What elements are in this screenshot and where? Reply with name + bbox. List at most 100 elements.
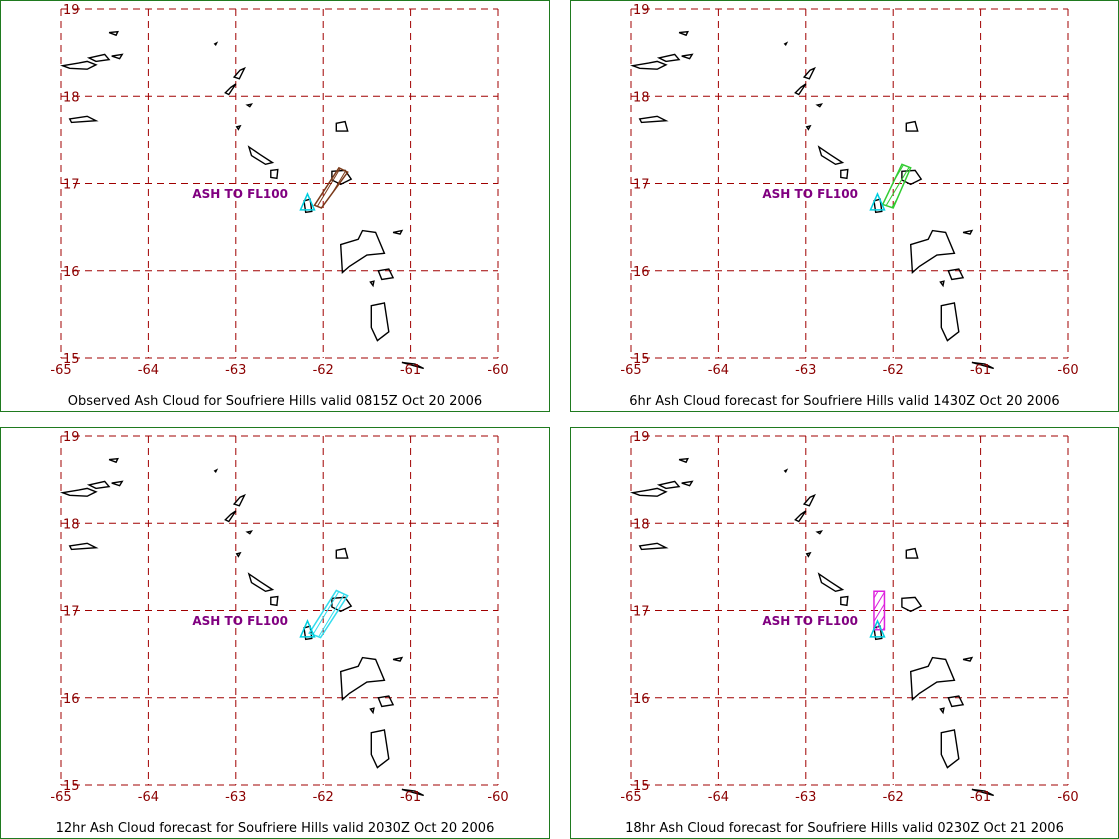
island-outline	[783, 468, 789, 473]
lat-tick-label: 16	[63, 692, 80, 707]
island-outline	[401, 788, 425, 797]
graticule	[630, 435, 1069, 786]
island-outline	[370, 302, 390, 342]
island-outline	[370, 729, 390, 769]
island-outline	[68, 115, 99, 124]
lon-tick-label: -65	[50, 363, 71, 378]
island-outline	[377, 695, 395, 708]
island-outline	[303, 198, 313, 214]
lon-tick-label: -64	[708, 790, 729, 805]
lon-tick-label: -61	[400, 363, 421, 378]
lat-tick-label: 15	[63, 779, 80, 794]
island-outline	[224, 510, 237, 523]
island-outline	[638, 542, 669, 551]
island-outline	[111, 53, 124, 60]
island-outline	[638, 115, 669, 124]
island-outline	[247, 572, 275, 593]
island-outline	[939, 707, 945, 715]
island-outline	[815, 103, 824, 108]
lat-tick-label: 19	[633, 430, 650, 445]
map-panel-1: 19 18 17 16 15 -65 -64 -63 -62 -61 -60 ASH TO FL100…	[0, 0, 550, 412]
island-outline	[377, 268, 395, 281]
island-outline	[213, 41, 219, 46]
island-outline	[905, 547, 919, 559]
island-outline	[656, 53, 681, 63]
island-outline	[59, 60, 98, 70]
island-outline	[681, 480, 694, 487]
island-outline	[794, 510, 807, 523]
lat-tick-label: 18	[63, 90, 80, 105]
lon-tick-label: -62	[313, 363, 334, 378]
island-outline	[962, 656, 974, 662]
lat-tick-label: 15	[633, 352, 650, 367]
lon-tick-label: -63	[225, 790, 246, 805]
ash-level-label: ASH TO FL100	[762, 614, 858, 628]
map-4: 19 18 17 16 15-65 -64 -63 -62 -61 -60 ASH TO FL100	[620, 430, 1078, 805]
island-outline	[940, 729, 960, 769]
ash-level-label: ASH TO FL100	[192, 187, 288, 201]
lat-tick-label: 18	[633, 517, 650, 532]
island-outline	[86, 53, 111, 63]
island-outline	[840, 595, 849, 607]
island-outline	[805, 551, 812, 558]
island-outline	[678, 457, 689, 464]
island-outline	[905, 120, 919, 132]
lon-tick-label: -65	[620, 790, 641, 805]
lat-tick-label: 18	[63, 517, 80, 532]
lon-tick-label: -65	[50, 790, 71, 805]
coastlines	[629, 30, 995, 370]
map-1: 19 18 17 16 15-65 -64 -63 -62 -61 -60 ASH TO FL100	[50, 3, 508, 378]
lat-tick-label: 19	[633, 3, 650, 18]
island-outline	[901, 596, 923, 613]
island-outline	[86, 480, 111, 490]
lat-tick-label: 16	[633, 265, 650, 280]
island-outline	[939, 280, 945, 288]
island-outline	[805, 124, 812, 131]
island-outline	[947, 695, 965, 708]
lon-tick-label: -63	[795, 790, 816, 805]
panel-caption: 6hr Ash Cloud forecast for Soufriere Hil…	[629, 394, 1060, 409]
lat-tick-label: 16	[633, 692, 650, 707]
lon-tick-label: -62	[883, 363, 904, 378]
island-outline	[369, 707, 375, 715]
graticule	[630, 8, 1069, 359]
island-outline	[232, 66, 246, 80]
island-outline	[213, 468, 219, 473]
ash-level-label: ASH TO FL100	[192, 614, 288, 628]
map-3: 19 18 17 16 15-65 -64 -63 -62 -61 -60 ASH TO FL100	[50, 430, 508, 805]
lon-tick-label: -62	[313, 790, 334, 805]
lon-tick-label: -65	[620, 363, 641, 378]
lon-tick-label: -61	[970, 790, 991, 805]
island-outline	[108, 457, 119, 464]
island-outline	[401, 361, 425, 370]
island-outline	[678, 30, 689, 37]
ash-outline	[881, 163, 912, 209]
panel-caption: Observed Ash Cloud for Soufriere Hills v…	[67, 394, 483, 409]
island-outline	[909, 229, 956, 274]
island-outline	[339, 656, 386, 701]
island-outline	[817, 145, 845, 166]
map-2: 19 18 17 16 15-65 -64 -63 -62 -61 -60 ASH TO FL100	[620, 3, 1078, 378]
island-outline	[629, 60, 668, 70]
island-outline	[629, 487, 668, 497]
island-outline	[909, 656, 956, 701]
lon-tick-label: -61	[400, 790, 421, 805]
lon-tick-label: -63	[795, 363, 816, 378]
island-outline	[962, 229, 974, 235]
island-outline	[339, 229, 386, 274]
lon-tick-label: -64	[138, 363, 159, 378]
lon-tick-label: -64	[138, 790, 159, 805]
island-outline	[335, 547, 349, 559]
island-outline	[303, 625, 313, 641]
lon-tick-label: -60	[1057, 790, 1078, 805]
panel-caption: 12hr Ash Cloud forecast for Soufriere Hi…	[55, 821, 495, 836]
island-outline	[392, 229, 404, 235]
ash-hatch	[314, 167, 348, 208]
panel-caption: 18hr Ash Cloud forecast for Soufriere Hi…	[625, 821, 1064, 836]
island-outline	[235, 124, 242, 131]
island-outline	[369, 280, 375, 288]
lon-tick-label: -61	[970, 363, 991, 378]
ash-level-label: ASH TO FL100	[762, 187, 858, 201]
coastlines	[629, 457, 995, 797]
volcano-marker-icon	[299, 192, 316, 211]
